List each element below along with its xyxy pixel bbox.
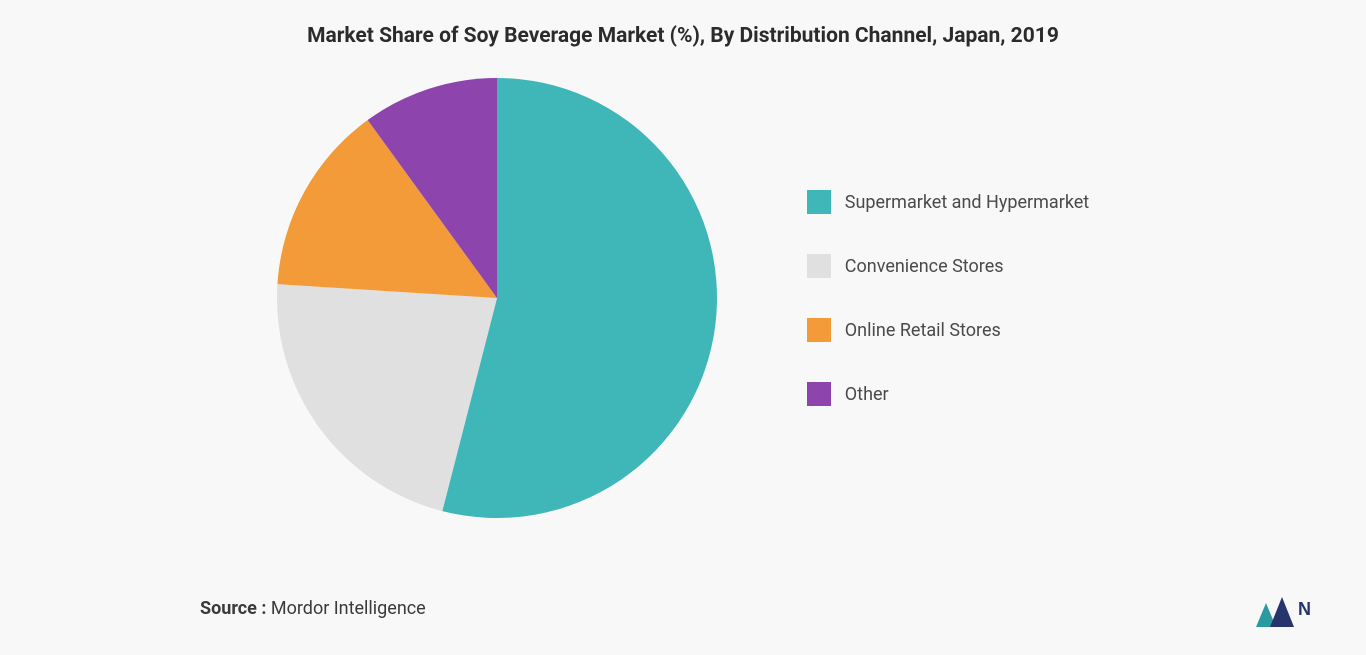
- chart-area: Supermarket and Hypermarket Convenience S…: [40, 78, 1326, 518]
- legend-item-0: Supermarket and Hypermarket: [807, 190, 1089, 214]
- legend-swatch-3: [807, 382, 831, 406]
- legend-swatch-0: [807, 190, 831, 214]
- legend-label-3: Other: [845, 384, 889, 405]
- mordor-logo-icon: N: [1254, 595, 1322, 637]
- source-line: Source : Mordor Intelligence: [200, 598, 426, 619]
- legend-item-3: Other: [807, 382, 1089, 406]
- chart-container: Market Share of Soy Beverage Market (%),…: [0, 0, 1366, 655]
- svg-text:N: N: [1298, 599, 1311, 619]
- chart-title: Market Share of Soy Beverage Market (%),…: [40, 24, 1326, 48]
- source-value: Mordor Intelligence: [271, 598, 426, 619]
- legend: Supermarket and Hypermarket Convenience S…: [807, 190, 1089, 406]
- legend-swatch-1: [807, 254, 831, 278]
- legend-label-1: Convenience Stores: [845, 256, 1004, 277]
- legend-swatch-2: [807, 318, 831, 342]
- legend-item-1: Convenience Stores: [807, 254, 1089, 278]
- legend-label-2: Online Retail Stores: [845, 320, 1001, 341]
- pie-chart: [277, 78, 717, 518]
- legend-label-0: Supermarket and Hypermarket: [845, 192, 1089, 213]
- pie-svg: [277, 78, 717, 518]
- legend-item-2: Online Retail Stores: [807, 318, 1089, 342]
- source-label: Source :: [200, 598, 271, 619]
